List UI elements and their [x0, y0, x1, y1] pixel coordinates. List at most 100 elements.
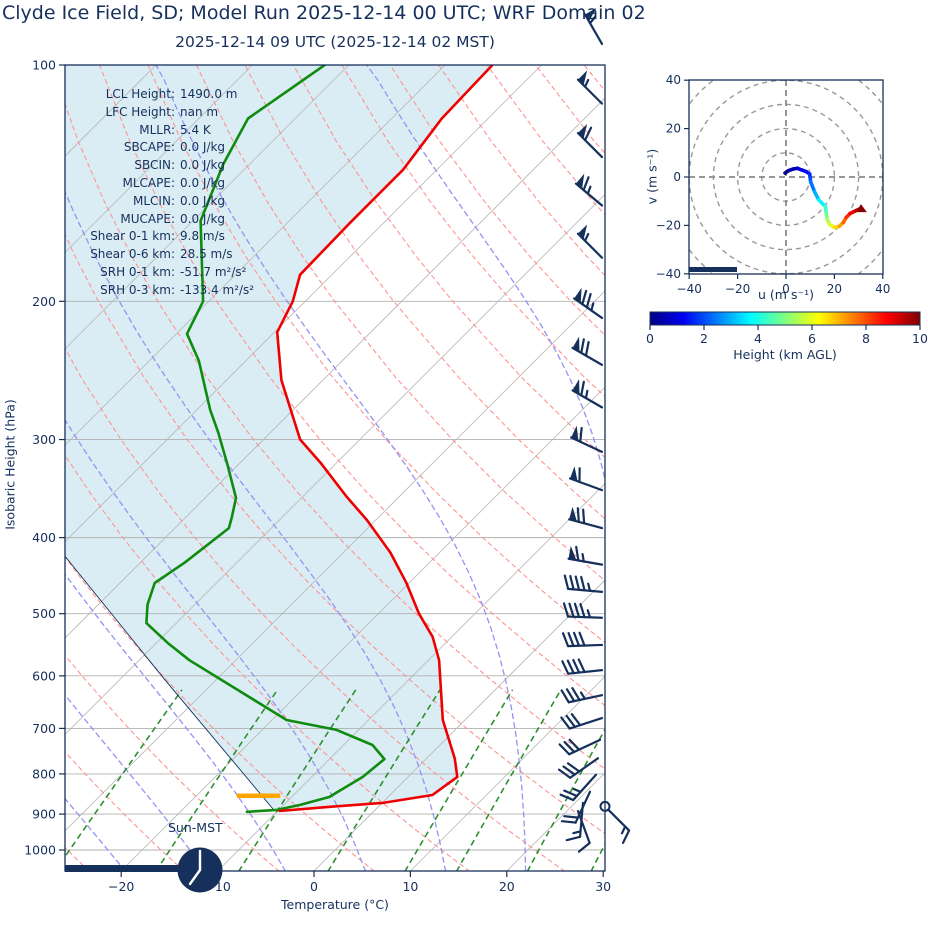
hodograph-u-tick-label: −20	[725, 282, 750, 296]
y-tick-label: 700	[32, 721, 56, 736]
colorbar: 0 2 4 6 8 10	[646, 311, 928, 346]
stat-label: MLCIN:	[133, 193, 175, 208]
stat-label: SRH 0-1 km:	[100, 264, 175, 279]
x-tick-label: 10	[402, 879, 418, 894]
temperature-curve	[275, 65, 494, 813]
wind-barb-column	[557, 7, 631, 853]
mixing-ratio-line	[237, 689, 357, 871]
colorbar-tick-label: 0	[646, 331, 654, 346]
wind-barb	[568, 466, 604, 492]
stat-value: 28.5 m/s	[180, 247, 233, 262]
colorbar-tick-label: 10	[912, 331, 928, 346]
wind-barb	[560, 687, 604, 704]
y-axis-label: Isobaric Height (hPa)	[2, 399, 18, 530]
night-shading-bar	[65, 865, 178, 872]
hodograph-v-tick-label: 0	[673, 170, 681, 184]
stat-label: SRH 0-3 km:	[100, 282, 175, 297]
hodograph-arrow-head	[856, 204, 867, 213]
stat-value: 0.0 J/kg	[180, 158, 226, 173]
mixing-ratio-line	[327, 689, 441, 871]
dry-adiabat-line	[244, 65, 605, 520]
dry-adiabat-line	[535, 65, 605, 155]
hodograph-u-tick-label: 40	[875, 282, 890, 296]
stat-row: MLLR: 5.4 K	[65, 122, 325, 140]
y-tick-label: 400	[32, 530, 56, 545]
hodograph-u-tick-label: −40	[677, 282, 702, 296]
wind-barb	[571, 379, 604, 409]
isotherm-line	[65, 65, 253, 253]
wind-barb	[576, 70, 604, 105]
stats-panel: LCL Height: 1490.0 m LFC Height: nan m MLLR:…	[65, 86, 325, 300]
stat-row: SBCAPE: 0.0 J/kg	[65, 139, 325, 157]
mixing-ratio-line	[65, 689, 183, 859]
isotherm-line	[65, 65, 542, 543]
stat-value: 0.0 J/kg	[180, 193, 226, 208]
hodograph-scale-bar	[689, 267, 737, 272]
cin-shade-region	[65, 65, 493, 811]
dry-adiabat-line	[292, 65, 605, 459]
mixing-ratio-line	[638, 690, 731, 872]
wind-barb	[562, 602, 604, 619]
stat-label: SBCAPE:	[123, 140, 175, 155]
dry-adiabat-line	[65, 654, 280, 871]
dry-adiabat-line	[65, 751, 185, 871]
stat-label: MUCAPE:	[120, 211, 175, 226]
stat-label: MLLR:	[139, 122, 175, 137]
clock-icon	[177, 847, 223, 893]
stat-label: SBCIN:	[134, 158, 175, 173]
isotherm-line	[65, 65, 350, 350]
stat-value: 1490.0 m	[180, 87, 238, 101]
y-tick-label: 100	[32, 58, 56, 73]
x-tick-label: 20	[499, 879, 515, 894]
dry-adiabat-line	[486, 65, 605, 216]
wind-barb	[568, 506, 604, 530]
stat-row: LCL Height: 1490.0 m	[65, 86, 325, 104]
stat-row: SRH 0-3 km: -133.4 m²/s²	[65, 282, 325, 300]
y-tick-label: 600	[32, 668, 56, 683]
mixing-ratio-line	[526, 727, 605, 871]
stat-row: MUCAPE: 0.0 J/kg	[65, 211, 325, 229]
dry-adiabat-line	[65, 555, 375, 871]
isotherm-line	[120, 386, 605, 871]
sun-mst-label: Sun-MST	[168, 820, 223, 835]
moist-adiabat-line	[65, 693, 207, 871]
stat-row: LFC Height: nan m	[65, 104, 325, 122]
dry-adiabat-line	[583, 65, 605, 92]
hodograph-v-tick-label: −40	[656, 267, 681, 281]
dry-adiabat-line	[65, 454, 471, 871]
dry-adiabat-line	[65, 346, 566, 871]
y-tick-label: 800	[32, 766, 56, 781]
stat-value: 0.0 J/kg	[180, 211, 226, 226]
y-tick-label: 500	[32, 606, 56, 621]
x-tick-label: 30	[595, 879, 611, 894]
stat-value: -51.7 m²/s²	[180, 264, 247, 279]
stat-row: Shear 0-6 km: 28.5 m/s	[65, 246, 325, 264]
stat-value: 0.0 J/kg	[180, 140, 226, 155]
stat-value: 0.0 J/kg	[180, 175, 226, 190]
hodograph-v-tick-label: 40	[666, 73, 681, 87]
hodograph: −40−40 −20 −20 0 0 20 20 40 40	[656, 73, 891, 296]
isotherm-line	[506, 772, 605, 871]
wind-barb	[560, 713, 604, 730]
stat-value: nan m	[180, 104, 219, 119]
stat-value: 5.4 K	[180, 122, 211, 137]
wind-barb	[599, 800, 631, 844]
dry-adiabat-line	[389, 65, 605, 337]
wind-barb	[557, 757, 600, 779]
main-title: Clyde Ice Field, SD; Model Run 2025-12-1…	[2, 2, 646, 24]
colorbar-tick-label: 2	[700, 331, 708, 346]
isotherm-line	[65, 97, 605, 639]
dry-adiabat-line	[65, 233, 605, 835]
colorbar-tick-label: 4	[754, 331, 762, 346]
stat-row: MLCAPE: 0.0 J/kg	[65, 175, 325, 193]
isotherm-line	[65, 65, 446, 446]
stat-label: LFC Height:	[105, 104, 176, 119]
stat-label: Shear 0-6 km:	[90, 247, 175, 262]
mixing-ratio-line	[155, 689, 279, 871]
x-tick-label: 0	[310, 879, 318, 894]
wind-barb	[567, 545, 604, 566]
hodograph-u-tick-label: 0	[782, 282, 790, 296]
y-tick-label: 200	[32, 294, 56, 309]
hodograph-x-label: u (m s⁻¹)	[758, 287, 814, 302]
wind-barb	[576, 809, 591, 853]
